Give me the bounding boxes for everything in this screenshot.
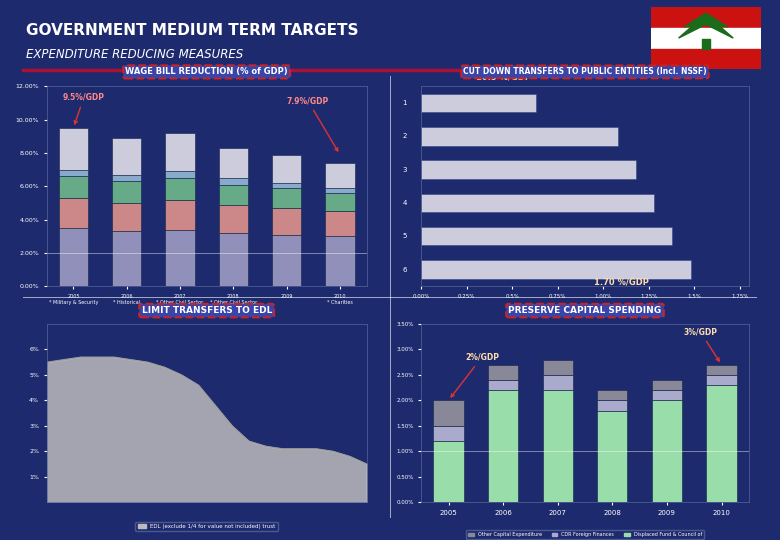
Bar [272,183,301,188]
Bar [651,7,760,28]
Text: 3%/GDP: 3%/GDP [683,327,719,361]
Bar [651,49,760,69]
Bar [421,94,536,112]
Bar [165,133,195,171]
Bar [421,227,672,245]
Bar [543,390,573,502]
Bar [218,205,248,233]
Bar [218,185,248,205]
Bar [597,400,627,410]
Text: 9.5%/GDP: 9.5%/GDP [62,93,105,124]
Bar [421,260,690,279]
Bar [652,400,682,502]
Text: GOVERNMENT MEDIUM TERM TARGETS: GOVERNMENT MEDIUM TERM TARGETS [26,23,358,38]
Bar [272,234,301,286]
Text: WAGE BILL REDUCTION (% of GDP): WAGE BILL REDUCTION (% of GDP) [126,68,288,76]
Text: 3: 3 [402,167,406,173]
Bar [218,233,248,286]
Bar [543,360,573,375]
Bar [488,380,518,390]
Bar [58,170,88,176]
Bar [707,385,736,502]
Bar [218,178,248,185]
Bar [434,441,463,502]
Text: CUT DOWN TRANSFERS TO PUBLIC ENTITIES (Incl. NSSF): CUT DOWN TRANSFERS TO PUBLIC ENTITIES (I… [463,68,707,76]
Bar [165,200,195,230]
Text: 2%/GDP: 2%/GDP [451,353,499,397]
Bar [58,128,88,170]
Bar [488,364,518,380]
Bar [421,194,654,212]
Text: 2: 2 [402,133,406,139]
Bar [421,127,618,145]
Bar [652,390,682,400]
Bar [434,426,463,441]
Bar [58,177,88,198]
Bar [112,174,141,181]
Bar [58,228,88,286]
Bar [112,203,141,231]
Bar [112,181,141,203]
Legend: EDL (exclude 1/4 for value not included) trust: EDL (exclude 1/4 for value not included)… [136,522,278,531]
Text: 10.3 %/GDP: 10.3 %/GDP [476,73,530,82]
Text: 4: 4 [402,200,406,206]
Bar [272,188,301,208]
Bar [165,230,195,286]
Bar [543,375,573,390]
Bar [112,138,141,174]
Bar [707,375,736,385]
Bar [325,163,355,188]
Bar [112,231,141,286]
Bar [597,390,627,400]
Text: 1: 1 [402,100,406,106]
Bar [218,148,248,178]
Polygon shape [679,13,733,38]
Bar [488,390,518,502]
Legend: Other Capital Expenditure, CDR Foreign Finances, Displaced Fund & Council of: Other Capital Expenditure, CDR Foreign F… [466,530,704,539]
Bar [652,380,682,390]
Text: 6: 6 [402,267,406,273]
Bar [325,237,355,286]
Bar [272,154,301,183]
Bar [325,193,355,211]
Text: LIMIT TRANSFERS TO EDL: LIMIT TRANSFERS TO EDL [141,306,272,315]
Bar [58,198,88,228]
Bar [165,178,195,200]
Text: PRESERVE CAPITAL SPENDING: PRESERVE CAPITAL SPENDING [509,306,661,315]
Bar [272,208,301,234]
Bar [325,188,355,193]
Bar [701,39,711,49]
Bar [421,160,636,179]
Bar [165,171,195,178]
Bar [597,410,627,502]
Bar [707,364,736,375]
Bar [434,400,463,426]
Text: 5: 5 [402,233,406,239]
Text: EXPENDITURE REDUCING MEASURES: EXPENDITURE REDUCING MEASURES [26,48,243,60]
Bar [651,28,760,49]
Text: 7.9%/GDP: 7.9%/GDP [287,96,338,151]
Bar [325,211,355,237]
Text: 1.70 %/GDP: 1.70 %/GDP [594,278,649,287]
